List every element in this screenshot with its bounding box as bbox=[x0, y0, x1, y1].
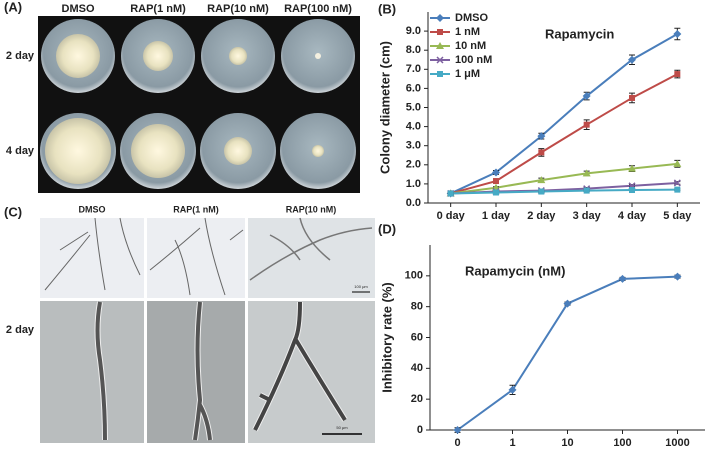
marker bbox=[436, 14, 444, 22]
column-label: RAP(1 nM) bbox=[130, 3, 186, 15]
micrographs bbox=[40, 217, 375, 443]
marker bbox=[492, 168, 500, 177]
panel-letter: (D) bbox=[378, 221, 396, 236]
marker bbox=[628, 164, 636, 172]
marker bbox=[582, 92, 591, 101]
marker bbox=[447, 190, 454, 197]
x-tick-label: 1 day bbox=[482, 210, 511, 222]
marker bbox=[673, 272, 682, 281]
y-tick-label: 80 bbox=[411, 301, 423, 313]
column-label: DMSO bbox=[79, 204, 106, 214]
x-tick-label: 1000 bbox=[665, 437, 689, 449]
row-label: 2 day bbox=[6, 324, 35, 336]
y-tick-label: 60 bbox=[411, 331, 423, 343]
marker bbox=[437, 71, 443, 77]
y-tick-label: 8.0 bbox=[406, 44, 421, 56]
marker bbox=[673, 29, 682, 38]
column-label: DMSO bbox=[62, 3, 95, 15]
y-tick-label: 6.0 bbox=[406, 82, 421, 94]
y-tick-label: 40 bbox=[411, 362, 423, 374]
x-tick-label: 5 day bbox=[663, 210, 692, 222]
series-line bbox=[450, 33, 678, 195]
marker bbox=[538, 149, 545, 156]
x-tick-label: 1 bbox=[509, 437, 515, 449]
panel-letter: (C) bbox=[4, 204, 22, 219]
y-tick-label: 0 bbox=[417, 424, 423, 436]
x-tick-label: 100 bbox=[613, 437, 631, 449]
series-line bbox=[450, 73, 678, 195]
column-label: RAP(100 nM) bbox=[284, 3, 352, 15]
marker bbox=[629, 187, 635, 194]
marker bbox=[537, 176, 546, 184]
series-line bbox=[450, 162, 678, 195]
legend-label: 100 nM bbox=[455, 54, 492, 66]
marker bbox=[673, 159, 682, 167]
y-tick-label: 5.0 bbox=[406, 101, 421, 113]
x-tick-label: 2 day bbox=[527, 210, 556, 222]
scale-bar-label: 100 μm bbox=[354, 284, 368, 289]
marker bbox=[583, 121, 590, 128]
panel-letter: (A) bbox=[4, 0, 22, 14]
y-tick-label: 4.0 bbox=[406, 121, 421, 133]
y-tick-label: 3.0 bbox=[406, 140, 421, 152]
marker bbox=[582, 169, 591, 177]
y-tick-label: 20 bbox=[411, 393, 423, 405]
y-tick-label: 0.0 bbox=[406, 197, 421, 209]
marker bbox=[508, 385, 517, 394]
legend-label: 1 nM bbox=[455, 26, 480, 38]
y-axis-title: Colony diameter (cm) bbox=[377, 41, 392, 174]
y-axis-title: Inhibitory rate (%) bbox=[379, 282, 394, 393]
marker bbox=[437, 29, 443, 35]
annotation: Rapamycin bbox=[545, 26, 614, 41]
column-label: RAP(10 nM) bbox=[286, 204, 337, 214]
series-line bbox=[450, 188, 678, 195]
marker bbox=[674, 71, 681, 78]
marker bbox=[493, 178, 499, 185]
marker bbox=[628, 55, 636, 64]
marker bbox=[538, 188, 545, 195]
panel-letter: (B) bbox=[378, 1, 396, 16]
row-label: 2 day bbox=[6, 50, 35, 62]
marker bbox=[563, 299, 572, 308]
y-tick-label: 9.0 bbox=[406, 25, 421, 37]
x-tick-label: 0 day bbox=[437, 210, 466, 222]
marker bbox=[493, 189, 499, 196]
marker bbox=[583, 187, 590, 194]
marker bbox=[436, 56, 444, 64]
marker bbox=[618, 274, 627, 283]
y-tick-label: 1.0 bbox=[406, 178, 421, 190]
legend-label: DMSO bbox=[455, 12, 488, 24]
y-tick-label: 7.0 bbox=[406, 63, 421, 75]
row-label: 4 day bbox=[6, 145, 35, 157]
x-tick-label: 4 day bbox=[618, 210, 647, 222]
column-label: RAP(1 nM) bbox=[173, 204, 219, 214]
marker bbox=[453, 426, 462, 434]
x-tick-label: 3 day bbox=[573, 210, 602, 222]
y-tick-label: 2.0 bbox=[406, 159, 421, 171]
legend-label: 10 nM bbox=[455, 40, 486, 52]
plates bbox=[40, 19, 356, 189]
column-label: RAP(10 nM) bbox=[207, 3, 269, 15]
x-tick-label: 10 bbox=[561, 437, 573, 449]
y-tick-label: 100 bbox=[405, 270, 423, 282]
scale-bar-label: 50 μm bbox=[336, 425, 348, 430]
marker bbox=[537, 132, 546, 141]
x-tick-label: 0 bbox=[454, 437, 460, 449]
legend-label: 1 μM bbox=[455, 68, 480, 80]
marker bbox=[629, 94, 635, 101]
marker bbox=[436, 42, 444, 49]
annotation: Rapamycin (nM) bbox=[465, 263, 565, 278]
marker bbox=[674, 186, 681, 193]
marker bbox=[673, 179, 681, 187]
